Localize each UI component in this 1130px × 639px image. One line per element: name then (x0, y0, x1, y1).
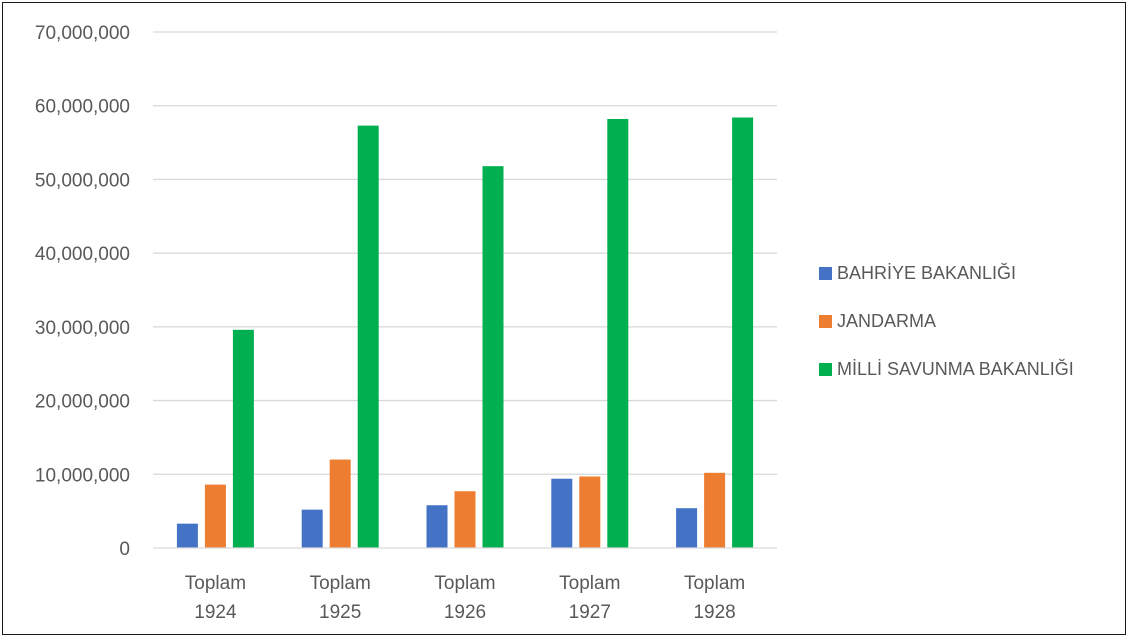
bar (204, 484, 226, 548)
x-category-label: Toplam (434, 573, 495, 594)
x-category-label: 1924 (194, 602, 237, 623)
y-tick-label: 60,000,000 (35, 97, 130, 118)
x-category-label: Toplam (310, 573, 371, 594)
x-axis-categories: Toplam 1924 Toplam 1925 Toplam 1926 Toplam 1927… (185, 573, 745, 623)
bar (301, 509, 323, 548)
bar (176, 523, 198, 548)
y-tick-label: 30,000,000 (35, 318, 130, 339)
x-category-label: Toplam (185, 573, 246, 594)
x-category-label: 1925 (319, 602, 361, 623)
bar (579, 476, 601, 548)
bar (607, 118, 629, 549)
bar (732, 117, 754, 548)
y-tick-label: 0 (119, 539, 130, 560)
y-tick-label: 50,000,000 (35, 170, 130, 191)
bar (551, 478, 573, 548)
bar (426, 505, 448, 548)
bar (454, 491, 476, 548)
x-category-label: 1927 (569, 602, 611, 623)
bar (676, 508, 698, 548)
y-tick-label: 20,000,000 (35, 392, 130, 413)
bar (357, 125, 379, 549)
legend-label: JANDARMA (837, 311, 936, 331)
y-axis-ticks: 0 10,000,000 20,000,000 30,000,000 40,000,00… (35, 23, 130, 560)
gridlines (153, 31, 777, 475)
legend-swatch (819, 267, 832, 280)
x-category-label: 1928 (693, 602, 735, 623)
bar (329, 459, 351, 548)
legend: BAHRİYE BAKANLIĞI JANDARMA MİLLİ SAVUNMA B… (819, 262, 1074, 379)
bars (176, 117, 754, 549)
y-tick-label: 70,000,000 (35, 23, 130, 44)
x-category-label: Toplam (684, 573, 745, 594)
bar (704, 472, 726, 548)
y-tick-label: 10,000,000 (35, 465, 130, 486)
x-category-label: Toplam (559, 573, 620, 594)
x-category-label: 1926 (444, 602, 486, 623)
legend-swatch (819, 363, 832, 376)
legend-label: MİLLİ SAVUNMA BAKANLIĞI (837, 358, 1074, 379)
bar (482, 166, 504, 548)
legend-swatch (819, 315, 832, 328)
y-tick-label: 40,000,000 (35, 244, 130, 265)
bar (232, 329, 254, 548)
legend-label: BAHRİYE BAKANLIĞI (837, 262, 1016, 283)
